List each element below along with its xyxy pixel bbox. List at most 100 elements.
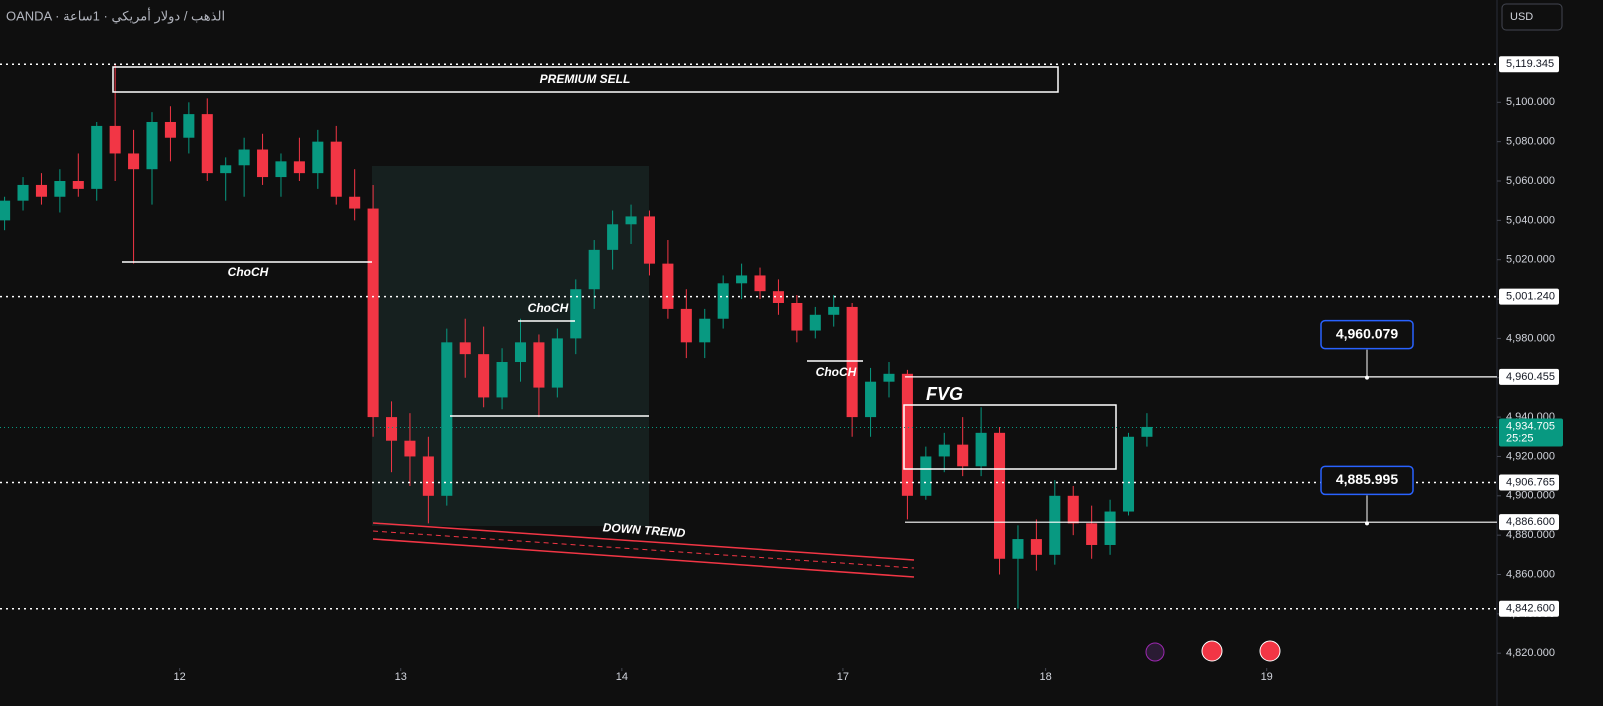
y-tick-label: 4,920.000	[1506, 450, 1555, 462]
candle-body	[957, 444, 969, 467]
candle-body	[809, 314, 821, 331]
premium-box	[112, 66, 1059, 93]
fvg-box	[903, 404, 1117, 470]
y-tick-label: 4,860.000	[1506, 568, 1555, 580]
candle-body	[865, 381, 877, 418]
candle-body	[514, 342, 527, 363]
candle-body	[1067, 495, 1079, 524]
candle-body	[754, 275, 766, 292]
annotation: DOWN TREND	[602, 520, 686, 540]
candle-body	[54, 181, 66, 197]
candle-body	[588, 249, 600, 290]
candle-body	[404, 440, 416, 457]
callout-box	[1320, 465, 1414, 496]
candle-body	[680, 308, 692, 343]
annotation: ChoCH	[816, 365, 857, 379]
candle-body	[736, 275, 748, 284]
event-icon[interactable]	[1201, 640, 1223, 662]
currency-button[interactable]	[1501, 3, 1563, 31]
candle-body	[220, 165, 232, 174]
candle-body	[164, 121, 176, 138]
x-tick-label: 14	[616, 671, 628, 683]
x-tick-label: 12	[174, 671, 186, 683]
annotation: ChoCH	[528, 301, 569, 315]
candle-body	[422, 456, 434, 496]
callout-anchor	[1365, 375, 1369, 380]
candle-body	[201, 114, 213, 174]
candle-body	[994, 432, 1006, 559]
y-tick-label: 4,900.000	[1506, 490, 1555, 502]
level-label-box	[1499, 600, 1559, 617]
candle-body	[146, 121, 158, 170]
candle-body	[717, 283, 729, 319]
level-label: 5,119.345	[1506, 58, 1554, 70]
candle-body	[496, 362, 508, 398]
x-tick-label: 19	[1261, 671, 1273, 683]
candle-body	[330, 141, 342, 197]
candle-body	[828, 306, 840, 315]
current-price-label: 4,934.705	[1506, 420, 1555, 432]
callout-box	[1320, 319, 1414, 350]
level-label: 4,906.765	[1506, 476, 1555, 488]
candle-body	[312, 141, 324, 174]
candle-body	[920, 456, 932, 496]
candle-body	[128, 153, 140, 170]
candle-body	[257, 149, 269, 178]
trend-midline	[372, 530, 915, 569]
candle-body	[367, 208, 379, 418]
candle-body	[791, 302, 803, 331]
candle-body	[1012, 539, 1024, 559]
y-tick-label: 5,100.000	[1506, 96, 1555, 108]
candle-body	[0, 200, 11, 221]
candle-body	[349, 196, 361, 209]
candle-body	[72, 181, 84, 189]
candle-body	[938, 444, 950, 457]
currency-label: USD	[1510, 11, 1533, 23]
x-tick-label: 17	[837, 671, 849, 683]
candle-body	[35, 184, 47, 197]
level-label: 5,001.240	[1506, 291, 1555, 303]
level-label: 4,842.600	[1506, 603, 1555, 615]
candle-body	[385, 417, 398, 441]
y-tick-label: 5,060.000	[1506, 175, 1555, 187]
candle-body	[238, 149, 250, 166]
y-tick-label: 4,820.000	[1506, 647, 1555, 659]
level-label-box	[1499, 514, 1559, 531]
event-icon[interactable]	[1145, 642, 1165, 662]
candle-body	[772, 291, 784, 303]
trend-line	[372, 522, 915, 561]
y-tick-label: 5,080.000	[1506, 136, 1555, 148]
candle-body	[883, 373, 895, 382]
current-price-box	[1499, 418, 1563, 447]
level-label: 4,960.455	[1506, 371, 1555, 383]
candle-body	[1049, 495, 1061, 555]
callout-label: 4,885.995	[1336, 471, 1398, 487]
y-tick-label: 5,020.000	[1506, 254, 1555, 266]
y-tick-label: 4,880.000	[1506, 529, 1555, 541]
candle-body	[607, 224, 619, 250]
candle-body	[1141, 426, 1153, 437]
annotation: PREMIUM SELL	[540, 72, 631, 86]
candle-body	[275, 161, 287, 178]
candle-body	[478, 354, 490, 398]
annotation: ChoCH	[228, 265, 269, 279]
countdown-label: 25:25	[1506, 432, 1534, 444]
event-icon[interactable]	[1259, 640, 1281, 662]
candle-body	[901, 373, 913, 496]
symbol-title: OANDA · الذهب / دولار أمريكي · 1ساعة	[6, 7, 225, 24]
y-tick-label: 4,980.000	[1506, 332, 1555, 344]
level-label-box	[1499, 474, 1559, 491]
candle-body	[643, 216, 655, 264]
candle-body	[459, 342, 471, 355]
candle-body	[699, 318, 711, 343]
candle-body	[570, 289, 582, 339]
y-tick-label: 5,040.000	[1506, 214, 1555, 226]
candle-body	[846, 306, 858, 418]
candle-body	[1104, 511, 1116, 545]
level-label-box	[1499, 368, 1559, 385]
candle-body	[551, 338, 563, 388]
level-label: 4,886.600	[1506, 516, 1555, 528]
level-label-box	[1499, 288, 1559, 305]
